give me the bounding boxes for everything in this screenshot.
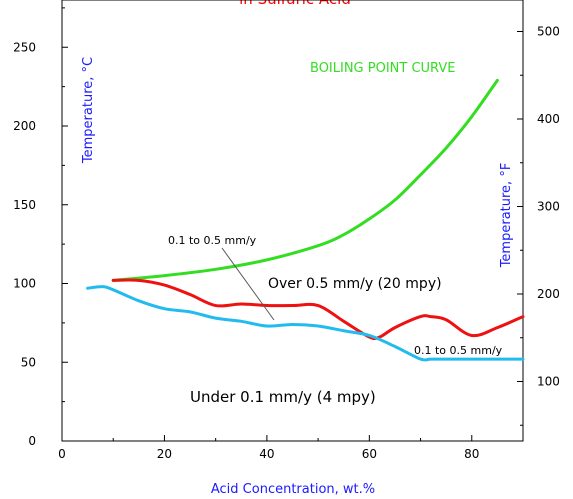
y2-tick-label: 100 [537,375,560,389]
series-layer [86,78,525,362]
y-axis-left-label: Temperature, °C [81,57,96,164]
over-annotation: Over 0.5 mm/y (20 mpy) [268,276,442,292]
y-tick-label: 250 [13,40,36,54]
axes: 0 20 40 60 80 0 50 100 150 200 250 100 200 300 400 500 [13,0,560,461]
plot-frame [61,0,524,442]
blue-boundary-curve [86,285,525,362]
x-axis-label: Acid Concentration, wt.% [211,482,375,497]
annotation-pointer-line [221,247,275,321]
x-tick-label: 40 [259,447,274,461]
x-tick-label: 80 [464,447,479,461]
boiling-point-annotation: BOILING POINT CURVE [310,61,456,76]
y-tick-label: 150 [13,198,36,212]
y2-tick-label: 200 [537,287,560,301]
chart-title: in Sulfuric Acid [239,0,351,8]
y-tick-label: 200 [13,119,36,133]
y-tick-label: 0 [28,434,36,448]
x-tick-label: 20 [157,447,172,461]
y-axis-right-label: Temperature, °F [499,163,514,269]
y2-tick-label: 400 [537,112,560,126]
under-annotation: Under 0.1 mm/y (4 mpy) [190,388,376,406]
x-tick-label: 60 [362,447,377,461]
y2-tick-label: 300 [537,200,560,214]
x-tick-label: 0 [58,447,66,461]
y-tick-label: 50 [21,355,36,369]
mid-upper-annotation: 0.1 to 0.5 mm/y [168,234,257,247]
mid-lower-annotation: 0.1 to 0.5 mm/y [414,344,503,357]
red-boundary-curve [111,278,525,341]
y2-tick-label: 500 [537,25,560,39]
boiling-point-curve [111,78,499,282]
y-tick-label: 100 [13,277,36,291]
